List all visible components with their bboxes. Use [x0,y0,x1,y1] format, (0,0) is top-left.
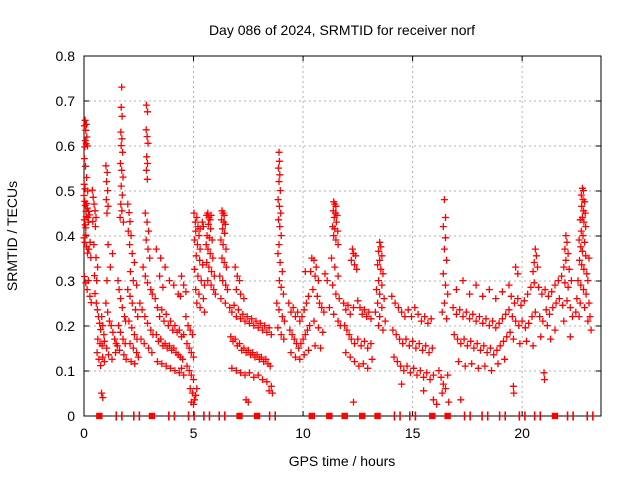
y-tick-label: 0.4 [56,228,76,244]
zero-tick-marker [115,411,118,421]
zero-square-marker [96,412,103,420]
zero-tick-marker [486,411,489,421]
zero-tick-marker [463,411,466,421]
zero-tick-marker [138,411,141,421]
zero-tick-marker [173,411,176,421]
zero-square-marker [326,412,333,420]
zero-tick-marker [121,411,123,421]
chart-title: Day 086 of 2024, SRMTID for receiver nor… [209,22,475,38]
y-tick-label: 0.2 [56,318,76,334]
y-tick-label: 0 [67,408,75,424]
zero-tick-marker [208,411,211,421]
zero-tick-marker [409,411,411,421]
zero-square-marker [308,412,316,420]
x-axis-label: GPS time / hours [289,453,396,469]
x-tick-labels: 0 5 10 15 20 [80,425,530,441]
zero-tick-marker [224,411,226,421]
y-tick-label: 0.5 [56,183,76,199]
y-tick-label: 0.6 [56,138,76,154]
zero-tick-marker [498,411,501,421]
zero-tick-marker [399,411,401,421]
y-tick-labels: 0 0.1 0.2 0.3 0.4 0.5 0.6 0.7 0.8 [56,48,76,424]
data-points [80,83,595,408]
zero-tick-marker [533,411,536,421]
zero-tick-marker [203,411,205,421]
zero-tick-marker [393,411,396,421]
zero-tick-marker [469,411,471,421]
zero-tick-marker [481,411,483,421]
zero-square-marker [341,412,348,420]
zero-tick-marker [539,411,542,421]
zero-tick-marker [504,411,507,421]
zero-tick-marker [524,411,526,421]
y-tick-label: 0.7 [56,93,76,109]
zero-square-marker [444,412,451,420]
zero-tick-marker [572,411,574,421]
zero-tick-marker [187,411,190,421]
y-tick-label: 0.1 [56,363,76,379]
zero-tick-marker [274,411,276,421]
zero-square-marker [253,412,261,420]
x-tick-label: 0 [80,425,88,441]
zero-tick-marker [193,411,195,421]
zero-square-marker [148,412,156,420]
zero-tick-marker [168,411,170,421]
y-axis-label: SRMTID / TECUs [4,181,20,291]
zero-tick-marker [414,411,417,421]
zero-tick-marker [132,411,135,421]
zero-tick-marker [592,411,594,421]
x-tick-label: 20 [514,425,530,441]
x-tick-label: 15 [405,425,421,441]
y-tick-label: 0.8 [56,48,76,64]
zero-tick-marker [566,411,569,421]
zero-square-marker [374,412,381,420]
y-tick-label: 0.3 [56,273,76,289]
x-tick-label: 5 [190,425,198,441]
zero-square-marker [236,412,243,420]
zero-markers [96,411,594,421]
zero-tick-marker [218,411,221,421]
zero-tick-marker [268,411,271,421]
zero-tick-marker [518,411,521,421]
x-tick-label: 10 [295,425,311,441]
zero-tick-marker [586,411,589,421]
zero-square-marker [551,412,559,420]
zero-square-marker [429,412,436,420]
zero-square-marker [359,412,366,420]
